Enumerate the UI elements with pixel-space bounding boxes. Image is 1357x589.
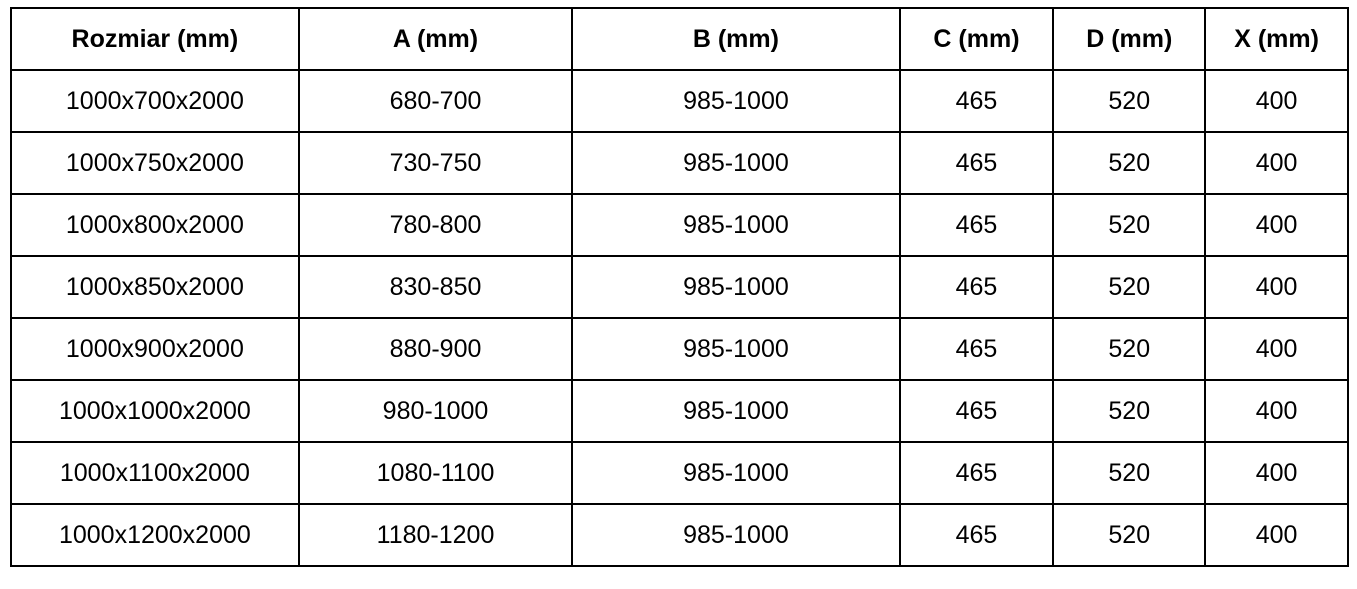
table-row: 1000x900x2000 880-900 985-1000 465 520 400 <box>10 317 1349 381</box>
table-cell: 1000x1100x2000 <box>10 441 300 505</box>
table-cell: 985-1000 <box>571 69 901 133</box>
table-cell: 520 <box>1052 441 1207 505</box>
table-row: 1000x750x2000 730-750 985-1000 465 520 400 <box>10 131 1349 195</box>
table-cell: 780-800 <box>297 193 574 257</box>
column-header: Rozmiar (mm) <box>10 7 300 71</box>
table-cell: 465 <box>898 379 1055 443</box>
table-row: 1000x850x2000 830-850 985-1000 465 520 400 <box>10 255 1349 319</box>
table-cell: 520 <box>1052 255 1207 319</box>
table-cell: 465 <box>898 69 1055 133</box>
table-cell: 1000x850x2000 <box>10 255 300 319</box>
table-cell: 830-850 <box>297 255 574 319</box>
table-cell: 400 <box>1204 317 1349 381</box>
table-cell: 400 <box>1204 379 1349 443</box>
table-cell: 985-1000 <box>571 255 901 319</box>
dimensions-table: Rozmiar (mm) A (mm) B (mm) C (mm) D (mm) X (m… <box>10 7 1349 567</box>
table-cell: 1000x800x2000 <box>10 193 300 257</box>
table-cell: 400 <box>1204 503 1349 567</box>
table-cell: 1000x1200x2000 <box>10 503 300 567</box>
header-row: Rozmiar (mm) A (mm) B (mm) C (mm) D (mm) X (m… <box>10 7 1349 71</box>
table-cell: 1000x750x2000 <box>10 131 300 195</box>
table-cell: 465 <box>898 503 1055 567</box>
table-cell: 520 <box>1052 69 1207 133</box>
column-header: B (mm) <box>571 7 901 71</box>
column-header: X (mm) <box>1204 7 1349 71</box>
table-cell: 1080-1100 <box>297 441 574 505</box>
table-cell: 400 <box>1204 131 1349 195</box>
table-row: 1000x800x2000 780-800 985-1000 465 520 400 <box>10 193 1349 257</box>
column-header: D (mm) <box>1052 7 1207 71</box>
table-cell: 985-1000 <box>571 193 901 257</box>
table-cell: 520 <box>1052 131 1207 195</box>
table-cell: 400 <box>1204 193 1349 257</box>
table-cell: 1000x1000x2000 <box>10 379 300 443</box>
table-cell: 520 <box>1052 193 1207 257</box>
table-cell: 985-1000 <box>571 131 901 195</box>
table-cell: 980-1000 <box>297 379 574 443</box>
table-cell: 1000x900x2000 <box>10 317 300 381</box>
table-cell: 465 <box>898 193 1055 257</box>
table-cell: 400 <box>1204 441 1349 505</box>
table-row: 1000x1100x2000 1080-1100 985-1000 465 520 400 <box>10 441 1349 505</box>
table-row: 1000x1000x2000 980-1000 985-1000 465 520 400 <box>10 379 1349 443</box>
table-cell: 465 <box>898 131 1055 195</box>
table-cell: 1000x700x2000 <box>10 69 300 133</box>
table-cell: 465 <box>898 441 1055 505</box>
table-cell: 880-900 <box>297 317 574 381</box>
table-cell: 520 <box>1052 379 1207 443</box>
table-cell: 730-750 <box>297 131 574 195</box>
table-cell: 520 <box>1052 317 1207 381</box>
table-cell: 465 <box>898 317 1055 381</box>
table-row: 1000x700x2000 680-700 985-1000 465 520 400 <box>10 69 1349 133</box>
table-cell: 1180-1200 <box>297 503 574 567</box>
table-cell: 400 <box>1204 69 1349 133</box>
table-cell: 985-1000 <box>571 441 901 505</box>
table-cell: 520 <box>1052 503 1207 567</box>
column-header: A (mm) <box>297 7 574 71</box>
column-header: C (mm) <box>898 7 1055 71</box>
table-cell: 985-1000 <box>571 503 901 567</box>
table-cell: 465 <box>898 255 1055 319</box>
table-cell: 680-700 <box>297 69 574 133</box>
table-cell: 985-1000 <box>571 379 901 443</box>
table-cell: 985-1000 <box>571 317 901 381</box>
table-row: 1000x1200x2000 1180-1200 985-1000 465 520 400 <box>10 503 1349 567</box>
table-cell: 400 <box>1204 255 1349 319</box>
